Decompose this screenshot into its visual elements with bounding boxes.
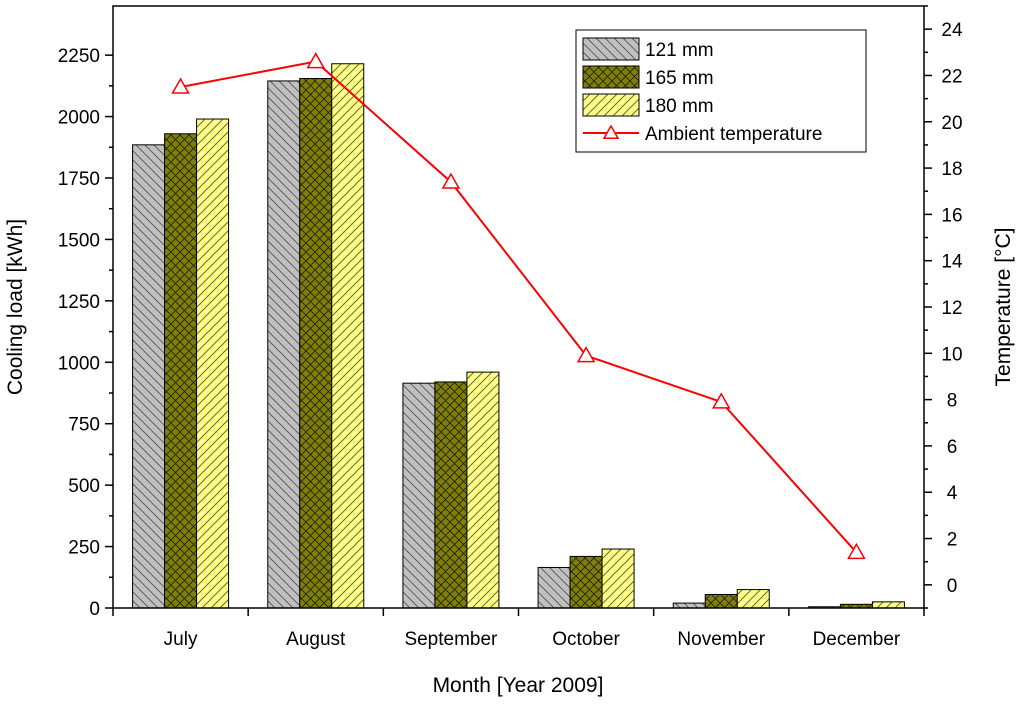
legend-label-165-mm: 165 mm <box>645 68 714 89</box>
temperature-point-november <box>711 392 731 409</box>
y-axis-title: Cooling load [kWh] <box>4 219 27 395</box>
bar-121-mm-september <box>402 382 436 609</box>
left-tick-label: 1250 <box>58 292 100 313</box>
left-tick-label: 1750 <box>58 169 100 190</box>
legend-marker-triangle <box>602 124 620 139</box>
temperature-line <box>180 60 858 554</box>
left-y-axis: 0 250 500 750 1000 1250 1500 1750 2000 2250 <box>58 46 113 620</box>
y2-axis-title: Temperature [°C] <box>992 228 1015 387</box>
temperature-point-august <box>306 52 326 69</box>
right-tick-label: 4 <box>947 483 958 504</box>
legend-label-ambient-temperature: Ambient temperature <box>645 124 822 145</box>
right-tick-label: 24 <box>941 20 963 41</box>
legend-label-180-mm: 180 mm <box>645 96 714 117</box>
right-tick-label: 12 <box>941 298 962 319</box>
bar-165-mm-september <box>434 381 468 609</box>
right-tick-label: 20 <box>941 113 962 134</box>
right-tick-label: 2 <box>947 530 958 551</box>
left-tick-label: 750 <box>68 415 100 436</box>
bar-165-mm-july <box>164 133 198 609</box>
right-tick-label: 22 <box>941 66 962 87</box>
left-tick-label: 1500 <box>58 230 100 251</box>
temperature-line-group <box>171 52 866 560</box>
left-tick-label: 0 <box>89 599 100 620</box>
bar-180-mm-august <box>331 63 365 609</box>
x-tick-label-december: December <box>813 629 901 650</box>
left-tick-label: 2000 <box>58 108 100 129</box>
legend-swatch-180-mm <box>582 93 640 117</box>
left-tick-label: 250 <box>68 538 100 559</box>
right-tick-label: 8 <box>947 391 958 412</box>
bar-121-mm-october <box>537 566 571 609</box>
bar-180-mm-october <box>601 548 635 609</box>
x-axis: July August September October November Decemb… <box>112 608 925 650</box>
bar-180-mm-december <box>871 601 905 609</box>
bar-180-mm-july <box>196 118 230 609</box>
legend-swatch-165-mm <box>582 65 640 89</box>
legend-label-121-mm: 121 mm <box>645 40 714 61</box>
right-tick-label: 18 <box>941 159 962 180</box>
right-tick-label: 0 <box>947 576 958 597</box>
legend-swatch-121-mm <box>582 37 640 61</box>
legend: 121 mm 165 mm 180 mm Ambient temperature <box>575 29 867 153</box>
left-tick-label: 1000 <box>58 353 100 374</box>
right-tick-label: 10 <box>941 344 962 365</box>
x-tick-label-october: October <box>552 629 620 650</box>
temperature-point-july <box>171 77 190 94</box>
x-tick-label-september: September <box>404 629 498 650</box>
bar-165-mm-august <box>299 77 333 609</box>
left-tick-label: 2250 <box>58 46 100 67</box>
x-axis-title: Month [Year 2009] <box>433 674 604 697</box>
bar-180-mm-september <box>466 371 500 609</box>
x-tick-label-november: November <box>677 629 765 650</box>
bar-121-mm-august <box>267 80 301 609</box>
bar-180-mm-november <box>736 589 770 609</box>
right-tick-label: 6 <box>947 437 958 458</box>
right-tick-label: 14 <box>941 252 963 273</box>
x-tick-label-august: August <box>286 629 346 650</box>
x-tick-label-july: July <box>164 629 198 650</box>
temperature-point-december <box>847 542 866 560</box>
bar-165-mm-november <box>704 593 738 609</box>
left-tick-label: 500 <box>68 476 100 497</box>
temperature-point-october <box>576 346 596 363</box>
temperature-point-september <box>441 172 461 189</box>
bar-165-mm-october <box>569 555 603 609</box>
bar-group <box>132 63 905 609</box>
bar-121-mm-july <box>132 144 166 609</box>
right-tick-label: 16 <box>941 205 962 226</box>
